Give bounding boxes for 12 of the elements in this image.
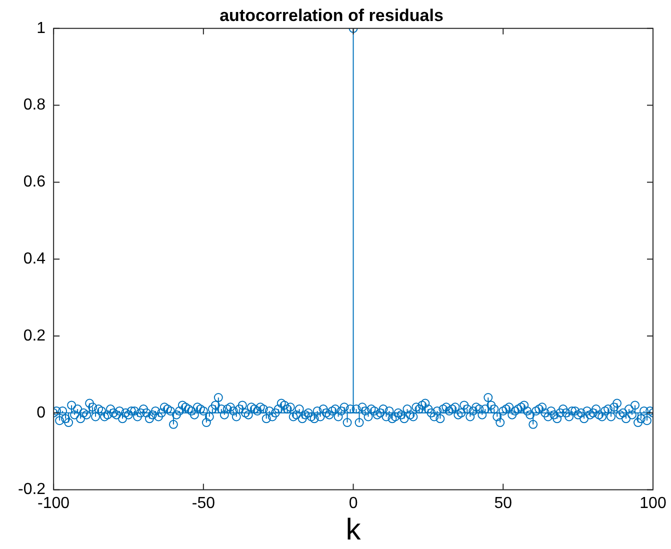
y-tick-label: 1 <box>36 20 46 37</box>
y-tick-label: 0.6 <box>23 174 46 191</box>
y-tick-label: 0.8 <box>23 96 46 114</box>
y-tick-label: 0 <box>36 404 46 422</box>
y-tick-label: 0.4 <box>23 250 46 268</box>
x-tick-label: 100 <box>640 494 666 512</box>
x-tick-label: -50 <box>192 494 216 512</box>
x-axis-title: k <box>346 513 362 546</box>
x-tick-label: 0 <box>348 494 358 512</box>
y-tick-label: 0.2 <box>23 327 46 344</box>
x-tick-label: 50 <box>494 494 512 512</box>
chart-title: autocorrelation of residuals <box>220 6 444 25</box>
